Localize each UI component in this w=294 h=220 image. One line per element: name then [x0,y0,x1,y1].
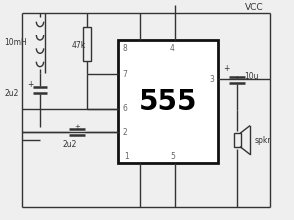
Text: 10u: 10u [244,72,258,81]
Text: 2u2: 2u2 [4,88,19,97]
Text: 6: 6 [122,104,127,113]
Bar [118,40,218,163]
Text: 3: 3 [209,75,214,84]
Text: 2: 2 [122,128,127,137]
Text: +: + [27,79,34,88]
Text: 555: 555 [139,88,197,116]
Text: 47k: 47k [72,40,86,50]
Text: spkr: spkr [255,136,272,145]
Text: VCC: VCC [245,2,264,11]
Text: +: + [74,124,80,130]
Text: 4: 4 [170,44,175,53]
Bar [83,27,91,61]
Text: 2u2: 2u2 [62,140,76,149]
Text: 8: 8 [122,44,127,53]
Text: +: + [223,64,229,73]
Text: 5: 5 [170,152,175,161]
Text: 1: 1 [124,152,129,161]
Bar [233,133,240,147]
Text: 7: 7 [122,70,127,79]
Text: 10mH: 10mH [4,37,27,46]
